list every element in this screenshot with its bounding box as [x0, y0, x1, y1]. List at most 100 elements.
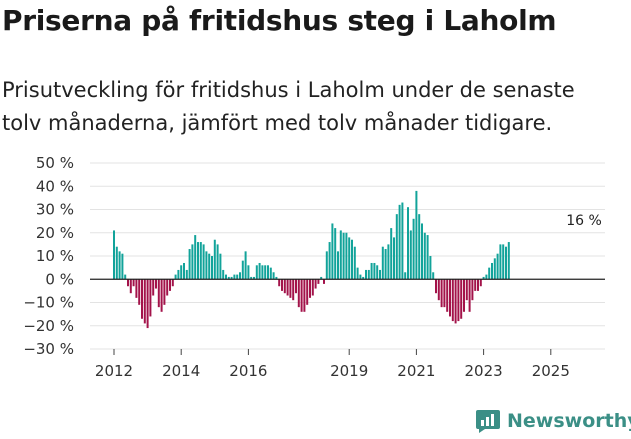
bar: [244, 251, 247, 280]
bar: [314, 279, 317, 289]
bar: [320, 276, 323, 280]
bar: [180, 265, 183, 280]
bar: [423, 232, 426, 280]
bar: [359, 274, 362, 280]
bar: [401, 202, 404, 280]
bar: [379, 269, 381, 280]
bar: [443, 279, 446, 308]
bar: [432, 272, 435, 280]
bar: [295, 279, 297, 294]
bar: [387, 244, 390, 280]
bar: [222, 269, 225, 280]
bar: [197, 242, 199, 280]
y-tick-label: −30 %: [23, 340, 74, 358]
bar: [127, 279, 129, 287]
bar: [407, 207, 409, 280]
y-tick-label: 30 %: [36, 201, 74, 219]
bar: [306, 279, 309, 305]
bar: [155, 279, 157, 289]
bar: [376, 265, 379, 280]
bar: [496, 253, 499, 280]
bar: [115, 246, 118, 280]
bar: [493, 258, 496, 280]
bar: [421, 223, 423, 280]
bar: [121, 253, 124, 280]
bar: [199, 242, 202, 280]
bar: [348, 237, 351, 280]
gridlines: [90, 162, 605, 350]
bar: [247, 265, 250, 280]
y-tick-label: 10 %: [36, 247, 74, 265]
bar: [488, 267, 491, 280]
bar: [275, 276, 278, 280]
y-tick-label: 40 %: [36, 177, 74, 195]
bar: [113, 230, 115, 280]
bar: [205, 251, 208, 280]
x-tick-label: 2019: [330, 362, 368, 380]
bar: [460, 279, 463, 319]
bar: [169, 279, 171, 291]
bar: [365, 269, 367, 280]
bar: [219, 253, 222, 280]
bar: [286, 279, 289, 296]
latest-value-label: 16 %: [566, 213, 602, 229]
bar: [225, 274, 227, 280]
page-subtitle: Prisutveckling för fritidshus i Laholm u…: [2, 78, 575, 135]
bar: [194, 235, 197, 280]
bar: [160, 279, 163, 312]
bar: [362, 276, 365, 280]
x-tick-label: 2023: [465, 362, 503, 380]
bar: [317, 279, 320, 284]
bar: [437, 279, 440, 301]
bar: [454, 279, 457, 324]
bar: [449, 279, 451, 317]
bar: [390, 228, 393, 280]
bar: [339, 230, 342, 280]
x-tick-label: 2012: [95, 362, 133, 380]
bar: [118, 251, 121, 280]
bar: [309, 279, 311, 298]
bar: [146, 279, 149, 329]
bar: [471, 279, 474, 301]
bar: [233, 274, 236, 280]
bar: [418, 214, 421, 280]
newsworthy-logo: Newsworthy: [475, 406, 631, 436]
bar: [429, 256, 432, 280]
bar: [485, 274, 488, 280]
bar: [381, 246, 384, 280]
bar: [213, 239, 216, 280]
bar: [463, 279, 465, 312]
y-tick-label: 0 %: [45, 270, 74, 288]
bar: [345, 232, 348, 280]
bar: [398, 204, 401, 280]
bar: [499, 244, 502, 280]
bar: [412, 218, 415, 280]
bar: [135, 279, 138, 298]
bar: [370, 262, 373, 280]
bar: [334, 228, 337, 280]
bar: [337, 251, 339, 280]
bar: [311, 279, 314, 296]
bar: [477, 279, 479, 291]
bar: [351, 239, 353, 280]
bar: [289, 279, 292, 298]
bar: [404, 272, 407, 280]
y-axis-ticks: −30 % −20 % −10 % 0 % 10 % 20 % 30 % 40 % 50 %: [23, 154, 74, 358]
bar: [261, 265, 264, 280]
bar: [482, 276, 485, 280]
bar: [149, 279, 152, 317]
brand-name: Newsworthy: [507, 410, 631, 432]
bar: [230, 276, 233, 280]
bar: [367, 269, 370, 280]
y-tick-label: −10 %: [23, 294, 74, 312]
bar: [129, 279, 132, 294]
bar: [236, 274, 239, 280]
x-tick-label: 2021: [397, 362, 435, 380]
x-tick-label: 2025: [532, 362, 570, 380]
bar: [323, 279, 325, 284]
bar: [208, 253, 211, 280]
bar: [356, 267, 359, 280]
page-title: Priserna på fritidshus steg i Laholm: [2, 4, 557, 37]
bar: [258, 262, 261, 280]
bar: [185, 269, 188, 280]
